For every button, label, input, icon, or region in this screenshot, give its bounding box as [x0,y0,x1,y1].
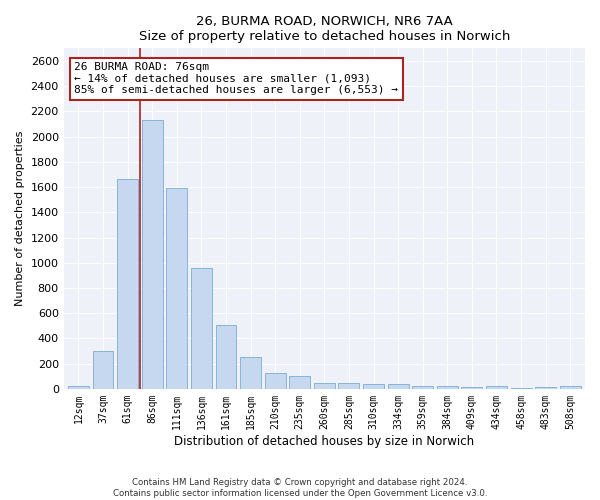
Bar [191,268,212,389]
Title: 26, BURMA ROAD, NORWICH, NR6 7AA
Size of property relative to detached houses in: 26, BURMA ROAD, NORWICH, NR6 7AA Size of… [139,15,510,43]
Bar [289,376,310,389]
Bar [240,358,261,389]
Bar [68,386,89,389]
Bar [363,384,384,389]
Bar [215,325,236,389]
Y-axis label: Number of detached properties: Number of detached properties [15,131,25,306]
Bar [265,373,286,389]
Text: Contains HM Land Registry data © Crown copyright and database right 2024.
Contai: Contains HM Land Registry data © Crown c… [113,478,487,498]
X-axis label: Distribution of detached houses by size in Norwich: Distribution of detached houses by size … [174,434,475,448]
Bar [388,384,409,389]
Bar [461,387,482,389]
Bar [92,351,113,389]
Bar [117,180,138,389]
Bar [338,382,359,389]
Text: 26 BURMA ROAD: 76sqm
← 14% of detached houses are smaller (1,093)
85% of semi-de: 26 BURMA ROAD: 76sqm ← 14% of detached h… [74,62,398,95]
Bar [437,386,458,389]
Bar [142,120,163,389]
Bar [412,386,433,389]
Bar [511,388,532,389]
Bar [486,386,507,389]
Bar [314,382,335,389]
Bar [535,387,556,389]
Bar [166,188,187,389]
Bar [560,386,581,389]
